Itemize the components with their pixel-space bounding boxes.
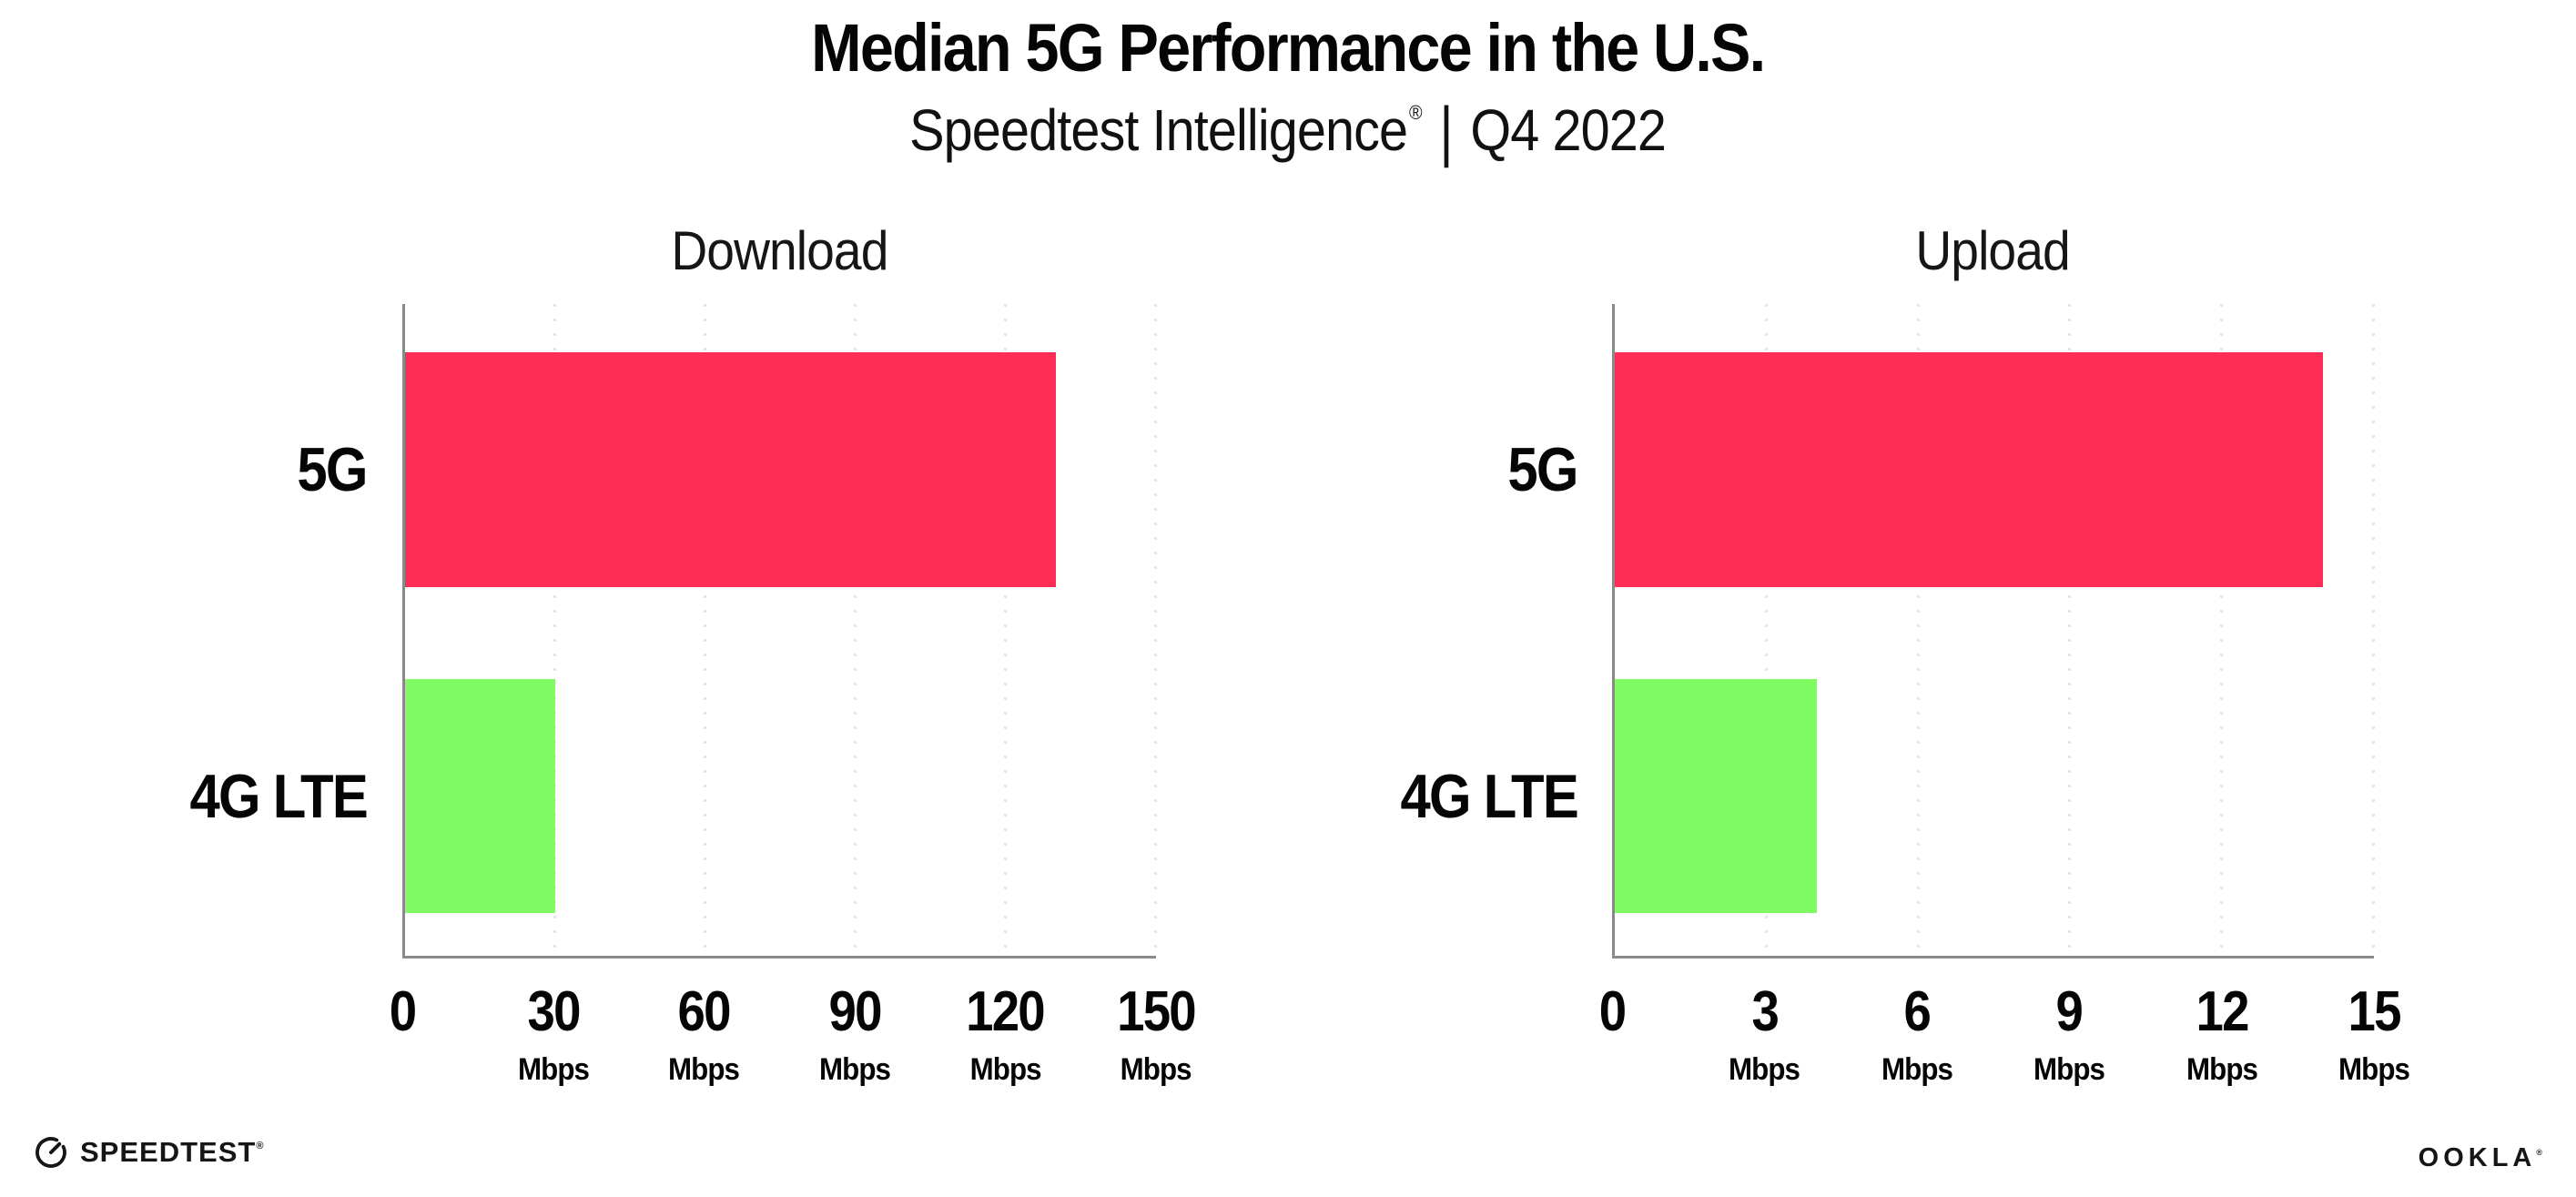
subtitle-brand: Speedtest Intelligence [909, 96, 1409, 163]
download-chart: Download 5G 4G LTE 0 30 Mbps 60 Mbps 90 Mbps 120 Mb… [137, 212, 1197, 1122]
gridline [1916, 304, 1920, 956]
category-label-text: 4G LTE [189, 761, 369, 831]
x-tick-unit: Mbps [2033, 1051, 2105, 1087]
x-axis: 0 3 Mbps 6 Mbps 9 Mbps 12 Mbps 15 Mbps [1599, 959, 2410, 1122]
gridline [2372, 304, 2375, 956]
x-axis: 0 30 Mbps 60 Mbps 90 Mbps 120 Mbps 150 Mbps [390, 959, 1197, 1122]
speedtest-wordmark: SPEEDTEST® [80, 1136, 265, 1168]
category-label-text: 5G [1507, 435, 1579, 504]
chart-title-text: Upload [1915, 220, 2071, 281]
page-subtitle-text: Speedtest Intelligence® | Q4 2022 [909, 92, 1668, 167]
category-label: 4G LTE [137, 679, 369, 913]
speedtest-trademark-symbol: ® [256, 1141, 265, 1151]
subtitle-period: Q4 2022 [1470, 96, 1668, 163]
x-tick-value: 9 [2055, 980, 2084, 1043]
x-tick: 3 Mbps [1726, 980, 1803, 1087]
x-tick-unit: Mbps [818, 1051, 891, 1087]
x-tick: 90 Mbps [816, 980, 893, 1087]
x-tick-unit: Mbps [668, 1051, 740, 1087]
speedtest-gauge-icon [35, 1137, 66, 1168]
bar-4g-lte [405, 679, 555, 913]
x-tick-value: 90 [828, 980, 882, 1043]
x-tick: 0 [388, 980, 417, 1043]
x-tick: 15 Mbps [2336, 980, 2413, 1087]
chart-title-text: Download [670, 220, 888, 281]
x-tick: 60 Mbps [665, 980, 743, 1087]
registered-trademark-symbol: ® [1409, 100, 1423, 124]
x-tick-unit: Mbps [1729, 1051, 1800, 1087]
ookla-logo: OOKLA® [2419, 1143, 2542, 1173]
x-tick: 12 Mbps [2183, 980, 2260, 1087]
plot-area [1612, 304, 2375, 959]
x-tick: 120 Mbps [961, 980, 1050, 1087]
speedtest-logo: SPEEDTEST® [33, 1134, 264, 1171]
bar-4g-lte [1615, 679, 1818, 913]
chart-title: Upload [1612, 219, 2374, 282]
x-tick-value: 60 [677, 980, 732, 1043]
x-tick: 6 Mbps [1878, 980, 1955, 1087]
gridline [1154, 304, 1157, 956]
x-tick-value: 12 [2196, 980, 2249, 1043]
subtitle-divider: | [1439, 92, 1454, 168]
bar-5g [1615, 352, 2324, 587]
category-label: 5G [1347, 352, 1579, 587]
ookla-wordmark: OOKLA® [2418, 1143, 2542, 1172]
category-label-text: 5G [297, 435, 369, 504]
x-tick-value: 3 [1751, 980, 1779, 1043]
gridline [1004, 304, 1007, 956]
x-tick: 150 Mbps [1111, 980, 1200, 1087]
x-tick-unit: Mbps [2186, 1051, 2258, 1087]
x-tick-value: 150 [1117, 980, 1197, 1043]
x-tick-unit: Mbps [2338, 1051, 2410, 1087]
x-tick: 0 [1597, 980, 1627, 1043]
x-tick-unit: Mbps [1881, 1051, 1953, 1087]
gridline [553, 304, 556, 956]
ookla-trademark-symbol: ® [2536, 1148, 2542, 1157]
x-tick-value: 30 [527, 980, 581, 1043]
page-title-text: Median 5G Performance in the U.S. [811, 10, 1766, 86]
x-tick: 30 Mbps [514, 980, 592, 1087]
upload-chart: Upload 5G 4G LTE 0 3 Mbps 6 Mbps 9 Mbps 12 Mbps 15 Mb… [1347, 212, 2410, 1122]
header: Median 5G Performance in the U.S. Speedt… [0, 13, 2576, 167]
x-tick-unit: Mbps [1120, 1051, 1192, 1087]
x-tick-unit: Mbps [969, 1051, 1041, 1087]
gridline [854, 304, 857, 956]
page-title: Median 5G Performance in the U.S. [0, 13, 2576, 84]
category-label: 4G LTE [1347, 679, 1579, 913]
x-tick-value: 6 [1903, 980, 1931, 1043]
gridline [2068, 304, 2072, 956]
plot-area [402, 304, 1157, 959]
page-subtitle: Speedtest Intelligence® | Q4 2022 [0, 92, 2576, 167]
gridline [704, 304, 706, 956]
x-tick-value: 0 [389, 980, 417, 1043]
category-label-text: 4G LTE [1400, 761, 1579, 831]
x-tick-unit: Mbps [517, 1051, 590, 1087]
gridline [1764, 304, 1768, 956]
gridline [2220, 304, 2224, 956]
x-tick-value: 15 [2348, 980, 2401, 1043]
chart-title: Download [402, 219, 1156, 282]
category-label: 5G [137, 352, 369, 587]
x-tick: 9 Mbps [2031, 980, 2108, 1087]
bar-5g [405, 352, 1056, 587]
x-tick-value: 0 [1598, 980, 1627, 1043]
x-tick-value: 120 [966, 980, 1047, 1043]
